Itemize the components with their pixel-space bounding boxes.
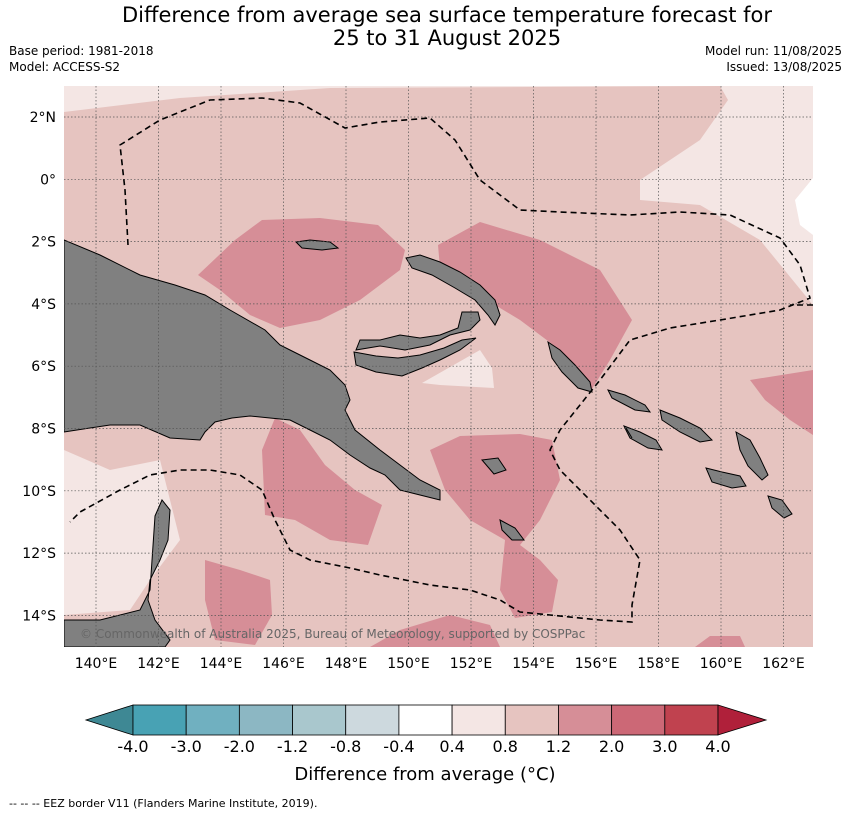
colorbar-arrow-high: [717, 704, 768, 736]
colorbar-tick-label: 0.8: [493, 737, 518, 756]
longitude-label: 162°E: [762, 656, 805, 672]
longitude-label: 152°E: [450, 656, 493, 672]
longitude-label: 148°E: [325, 656, 368, 672]
colorbar-tick-label: 4.0: [705, 737, 730, 756]
longitude-label: 142°E: [137, 656, 180, 672]
land-manus: [294, 239, 340, 251]
colorbar-tick-label: -2.0: [224, 737, 255, 756]
anomaly-region-neutral-east: [795, 178, 813, 235]
land-new-britain: [355, 311, 481, 351]
longitude-label: 160°E: [700, 656, 743, 672]
colorbar-tick-label: -1.2: [277, 737, 308, 756]
longitude-label: 158°E: [637, 656, 680, 672]
eez-png-border: [69, 97, 811, 623]
longitude-label: 144°E: [200, 656, 243, 672]
graticule: [64, 86, 813, 647]
anomaly-region-pink-coral-west: [205, 560, 272, 645]
colorbar-segment: [398, 704, 453, 736]
longitude-label: 140°E: [75, 656, 118, 672]
longitude-label: 154°E: [512, 656, 555, 672]
colorbar-title: Difference from average (°C): [294, 764, 556, 785]
anomaly-region-light-bismarck: [422, 350, 494, 388]
land-new-ireland: [405, 254, 501, 326]
land-makira: [767, 495, 793, 519]
colorbar-segment: [238, 704, 293, 736]
latitude-label: 2°N: [30, 110, 56, 126]
meta-left: Base period: 1981-2018 Model: ACCESS-S2: [9, 43, 154, 75]
land-outline-detail: [625, 427, 633, 439]
colorbar-tick-label: 0.4: [439, 737, 464, 756]
anomaly-region-pink-se: [695, 636, 745, 647]
longitude-label: 150°E: [387, 656, 430, 672]
anomaly-region-pink-south: [370, 615, 500, 647]
anomaly-region-pink-gulf: [262, 418, 382, 545]
eez-borders: [69, 97, 813, 623]
anomaly-region-light-sw: [64, 540, 90, 610]
colorbar-segment: [611, 704, 666, 736]
anomaly-region-pink-bismarck: [438, 222, 632, 392]
land-louisiade: [499, 519, 525, 541]
anomaly-region-pink-east: [750, 370, 813, 435]
latitude-label: 4°S: [31, 297, 56, 313]
colorbar-segment: [504, 704, 559, 736]
copyright-text: © Commonwealth of Australia 2025, Bureau…: [80, 627, 585, 641]
colorbar-tick-label: 1.2: [546, 737, 571, 756]
latitude-label: 12°S: [22, 546, 56, 562]
longitude-label: 146°E: [262, 656, 305, 672]
longitude-labels: 140°E 142°E 144°E 146°E 148°E 150°E 152°E 154°E…: [75, 656, 805, 672]
colorbar-segment: [185, 704, 240, 736]
colorbar-segment: [558, 704, 613, 736]
land-guadalcanal: [705, 467, 747, 489]
anomaly-region-pink-solomon-sea: [430, 434, 560, 618]
latitude-label: 10°S: [22, 484, 56, 500]
anomaly-region-pink-png-north: [198, 218, 405, 328]
base-period: Base period: 1981-2018: [9, 44, 154, 58]
footnote: -- -- -- EEZ border V11 (Flanders Marine…: [9, 797, 318, 810]
longitude-label: 156°E: [575, 656, 618, 672]
title-line-1: Difference from average sea surface temp…: [122, 3, 772, 27]
land-santa-isabel: [659, 409, 714, 443]
latitude-label: 6°S: [31, 359, 56, 375]
colorbar-tick-label: -4.0: [117, 737, 148, 756]
colorbar-segment: [345, 704, 400, 736]
meta-right: Model run: 11/08/2025 Issued: 13/08/2025: [705, 43, 842, 75]
map-title: Difference from average sea surface temp…: [0, 4, 850, 50]
land-dentrecasteaux: [481, 457, 507, 475]
land-new-georgia: [622, 425, 663, 451]
colorbar-tick-label: 3.0: [652, 737, 677, 756]
latitude-label: 8°S: [31, 422, 56, 438]
colorbar-tick-label: -0.8: [330, 737, 361, 756]
land-new-guinea: [64, 239, 441, 501]
anomaly-region-light-north: [64, 86, 813, 305]
land-malaita: [735, 431, 769, 481]
land-cape-york: [64, 499, 171, 647]
colorbar-tick-label: -3.0: [171, 737, 202, 756]
colorbar-segment: [132, 704, 187, 736]
map-panel: © Commonwealth of Australia 2025, Bureau…: [64, 86, 813, 647]
land-bougainville: [547, 340, 593, 393]
colorbar: -4.0 -3.0 -2.0 -1.2 -0.8 -0.4 0.4 0.8 1.2 2.0 3.0 4…: [84, 704, 768, 756]
issued-date: Issued: 13/08/2025: [726, 60, 842, 74]
latitude-label: 0°: [40, 172, 56, 188]
colorbar-tick-label: 2.0: [599, 737, 624, 756]
colorbar-arrow-low: [84, 704, 134, 736]
model-name: Model: ACCESS-S2: [9, 60, 121, 74]
colorbar-segment: [451, 704, 506, 736]
colorbar-segment: [292, 704, 347, 736]
model-run: Model run: 11/08/2025: [704, 44, 842, 58]
land-choiseul: [607, 389, 652, 413]
colorbar-segment: [664, 704, 719, 736]
latitude-labels: 2°N 0° 2°S 4°S 6°S 8°S 10°S 12°S 14°S: [22, 110, 56, 624]
title-line-2: 25 to 31 August 2025: [332, 26, 562, 50]
colorbar-tick-label: -0.4: [383, 737, 414, 756]
latitude-label: 2°S: [31, 235, 56, 251]
latitude-label: 14°S: [22, 608, 56, 624]
land-new-britain-south: [353, 337, 477, 377]
